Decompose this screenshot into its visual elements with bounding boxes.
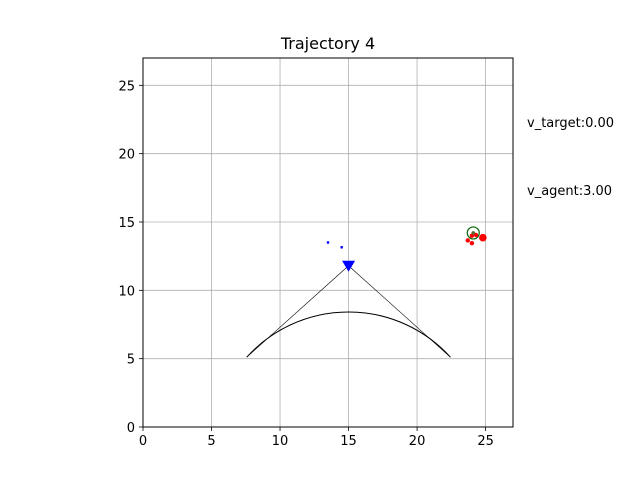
sector-edge-left	[247, 266, 349, 357]
x-tick-label: 5	[207, 434, 215, 449]
target-point	[479, 234, 487, 242]
x-tick-label: 25	[477, 434, 494, 449]
y-tick-label: 10	[118, 284, 135, 299]
x-axis-ticks: 0 5 10 15 20 25	[139, 427, 494, 449]
y-tick-label: 25	[118, 79, 135, 94]
sector-edge-right	[349, 266, 451, 357]
y-tick-label: 20	[118, 148, 135, 163]
target-point	[466, 238, 470, 242]
agent-trail-point	[341, 246, 343, 248]
x-tick-label: 10	[272, 434, 289, 449]
agent-trail-point	[327, 241, 329, 243]
y-tick-label: 5	[127, 353, 135, 368]
y-tick-label: 15	[118, 216, 135, 231]
data-marks	[327, 227, 487, 272]
y-tick-label: 0	[127, 421, 135, 436]
chart-title: Trajectory 4	[280, 34, 375, 53]
target-center	[471, 231, 475, 235]
v-agent-annotation: v_agent:3.00	[527, 184, 612, 199]
x-tick-label: 20	[409, 434, 426, 449]
y-axis-ticks: 0 5 10 15 20 25	[118, 79, 143, 436]
x-tick-label: 0	[139, 434, 147, 449]
v-target-annotation: v_target:0.00	[527, 116, 614, 131]
x-tick-label: 15	[340, 434, 357, 449]
target-point	[470, 241, 474, 245]
